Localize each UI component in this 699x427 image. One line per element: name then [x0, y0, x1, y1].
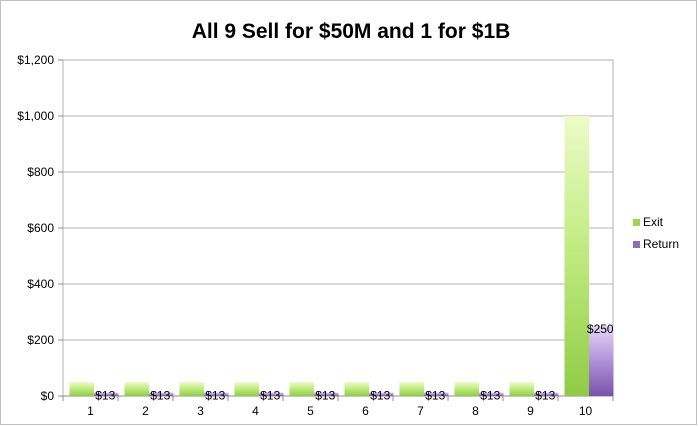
data-label: $13 — [205, 389, 225, 403]
exit-bar — [179, 382, 204, 396]
data-label: $13 — [370, 389, 390, 403]
legend-swatch — [633, 241, 640, 248]
x-tick-label: 7 — [417, 404, 424, 418]
return-bar — [369, 392, 394, 396]
legend-swatch — [633, 219, 640, 226]
x-tick-label: 10 — [579, 404, 593, 418]
gridlines — [63, 115, 613, 341]
y-tick-label: $1,200 — [17, 53, 54, 67]
exit-bar — [509, 382, 534, 396]
legend-label: Exit — [643, 215, 664, 229]
chart-title: All 9 Sell for $50M and 1 for $1B — [192, 20, 511, 43]
data-label: $13 — [535, 389, 555, 403]
exit-bar — [344, 382, 369, 396]
bars — [69, 116, 614, 396]
legend: Exit Return — [633, 215, 679, 251]
x-tick-label: 2 — [142, 404, 149, 418]
return-bar — [479, 392, 504, 396]
data-label: $13 — [480, 389, 500, 403]
x-tick-label: 9 — [527, 404, 534, 418]
exit-bar — [399, 382, 424, 396]
exit-bar — [564, 116, 589, 396]
y-tick-label: $0 — [41, 389, 55, 403]
data-label: $13 — [150, 389, 170, 403]
plot-area: $0 $200 $400 $600 $800 $1,000 $1,200 1 2 3 4 5 6 7 8 9… — [17, 53, 614, 418]
y-tick-label: $200 — [27, 333, 54, 347]
data-label: $13 — [95, 389, 115, 403]
data-labels: $13 $13 $13 $13 $13 $13 $13 $13 $13 $250 — [95, 322, 614, 403]
y-tick-label: $600 — [27, 221, 54, 235]
y-tick-label: $800 — [27, 165, 54, 179]
exit-bar — [289, 382, 314, 396]
y-axis-ticks: $0 $200 $400 $600 $800 $1,000 $1,200 — [17, 53, 63, 403]
data-label: $250 — [587, 322, 614, 336]
legend-label: Return — [643, 237, 679, 251]
x-tick-label: 8 — [472, 404, 479, 418]
return-bar — [94, 392, 119, 396]
data-label: $13 — [260, 389, 280, 403]
exit-bar — [234, 382, 259, 396]
exit-bar — [454, 382, 479, 396]
x-tick-label: 4 — [252, 404, 259, 418]
return-bar — [149, 392, 174, 396]
x-tick-label: 1 — [87, 404, 94, 418]
x-axis-ticks: 1 2 3 4 5 6 7 8 9 10 — [62, 395, 614, 418]
exit-bar — [69, 382, 94, 396]
return-bar — [314, 392, 339, 396]
x-tick-label: 3 — [197, 404, 204, 418]
data-label: $13 — [315, 389, 335, 403]
return-bar — [424, 392, 449, 396]
return-bar — [259, 392, 284, 396]
data-label: $13 — [425, 389, 445, 403]
x-tick-label: 5 — [307, 404, 314, 418]
y-tick-label: $1,000 — [17, 109, 54, 123]
x-tick-label: 6 — [362, 404, 369, 418]
y-tick-label: $400 — [27, 277, 54, 291]
return-bar — [204, 392, 229, 396]
exit-bar — [124, 382, 149, 396]
return-bar — [589, 326, 614, 396]
return-bar — [534, 392, 559, 396]
